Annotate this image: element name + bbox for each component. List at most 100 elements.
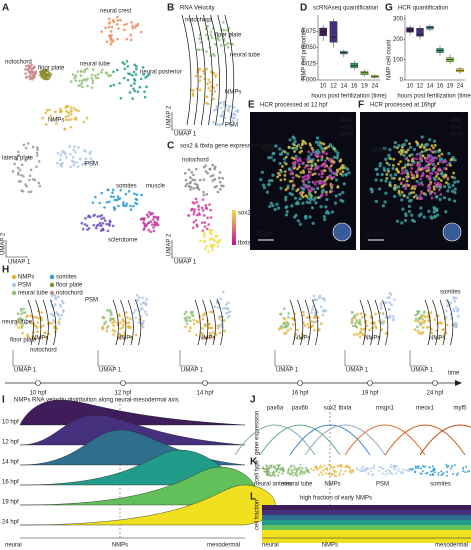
fraction-band	[262, 515, 471, 520]
velocity-stream	[135, 299, 142, 346]
cell-dot	[145, 85, 148, 89]
cell-dot	[129, 38, 133, 42]
cell-dot	[74, 79, 78, 82]
cell-dot	[131, 97, 134, 100]
cell-dot	[153, 220, 156, 224]
gene-label: pax6a	[267, 406, 284, 412]
cell-dot	[68, 145, 71, 148]
cell-dot	[313, 311, 317, 315]
cell-dot	[379, 178, 383, 182]
axis-label: UMAP 2	[167, 233, 173, 256]
cell-dot	[385, 176, 389, 180]
cell-dot	[226, 307, 230, 311]
cell-dot	[323, 165, 327, 169]
cell-dot	[132, 311, 135, 315]
cell-dot	[55, 116, 58, 120]
cell-dot	[439, 157, 444, 161]
type-label: neural tube	[282, 482, 313, 488]
cell-dot	[433, 469, 436, 472]
cell-dot	[202, 230, 206, 234]
cell-dot	[204, 206, 208, 210]
axis	[344, 350, 362, 367]
cell-dot	[101, 315, 105, 319]
panel-letter: L	[250, 492, 256, 503]
cell-dot	[307, 150, 310, 154]
cell-dot	[195, 186, 198, 190]
cell-dot	[303, 174, 307, 178]
velocity-stream	[42, 299, 49, 346]
cell-dot	[380, 306, 383, 310]
color-bar	[232, 210, 236, 245]
cell-dot	[353, 333, 356, 336]
cell-dot	[53, 110, 57, 114]
cell-dot	[387, 169, 390, 173]
cell-dot	[194, 197, 198, 201]
cell-dot	[322, 215, 326, 219]
cell-dot	[452, 308, 455, 311]
cell-dot	[440, 172, 444, 176]
cell-dot	[289, 327, 292, 331]
cell-dot	[40, 75, 44, 79]
cell-dot	[379, 465, 382, 468]
cell-dot	[268, 471, 271, 474]
expression-curve	[259, 424, 341, 456]
cell-dot	[38, 184, 42, 188]
cell-dot	[392, 186, 396, 190]
cell-dot	[298, 150, 302, 154]
cell-dot	[444, 210, 448, 214]
cell-dot	[195, 213, 199, 217]
cell-dot	[211, 249, 214, 252]
cell-dot	[185, 182, 189, 186]
cell-dot	[272, 158, 276, 162]
axis	[171, 112, 192, 131]
cell-dot	[321, 188, 325, 192]
cell-dot	[110, 25, 114, 29]
cell-dot	[339, 198, 343, 202]
cell-dot	[429, 162, 433, 165]
cluster-label: NMPs	[32, 336, 48, 342]
cell-dot	[33, 72, 37, 76]
cell-dot	[406, 148, 410, 152]
cell-dot	[453, 322, 457, 325]
cell-dot	[134, 298, 137, 302]
cell-dot	[61, 301, 65, 305]
cell-dot	[392, 317, 395, 321]
cell-dot	[321, 184, 324, 188]
axis-label: time	[448, 371, 460, 377]
cell-dot	[384, 157, 388, 161]
cell-dot	[270, 466, 273, 469]
cell-dot	[213, 90, 217, 93]
cluster-label: notochord	[5, 60, 32, 66]
x-tick-label: 24	[371, 84, 378, 90]
cell-dot	[435, 172, 439, 175]
cell-dot	[341, 164, 344, 167]
cell-dot	[86, 77, 89, 81]
cell-dot	[406, 172, 410, 176]
cell-dot	[212, 86, 216, 90]
cell-dot	[431, 465, 434, 468]
cell-dot	[231, 42, 235, 46]
cell-dot	[141, 307, 144, 311]
cell-dot	[412, 191, 416, 194]
cell-dot	[265, 470, 268, 473]
cell-dot	[392, 157, 396, 161]
cell-dot	[193, 182, 197, 186]
cell-dot	[223, 319, 226, 322]
cell-dot	[55, 161, 59, 165]
cell-dot	[132, 70, 136, 74]
cell-dot	[96, 223, 100, 227]
cell-dot	[307, 325, 310, 329]
cell-dot	[122, 204, 126, 208]
velocity-stream	[304, 299, 311, 346]
cell-dot	[414, 319, 417, 323]
cell-dot	[133, 89, 137, 93]
cell-dot	[184, 317, 188, 321]
cell-dot	[81, 163, 84, 166]
panel-title: HCR processed at 16hpf	[370, 103, 436, 109]
cell-dot	[226, 41, 230, 45]
cell-dot	[198, 213, 201, 216]
cell-dot	[204, 204, 208, 207]
axis	[12, 350, 30, 367]
cell-dot	[359, 312, 363, 316]
cell-dot	[378, 469, 381, 472]
